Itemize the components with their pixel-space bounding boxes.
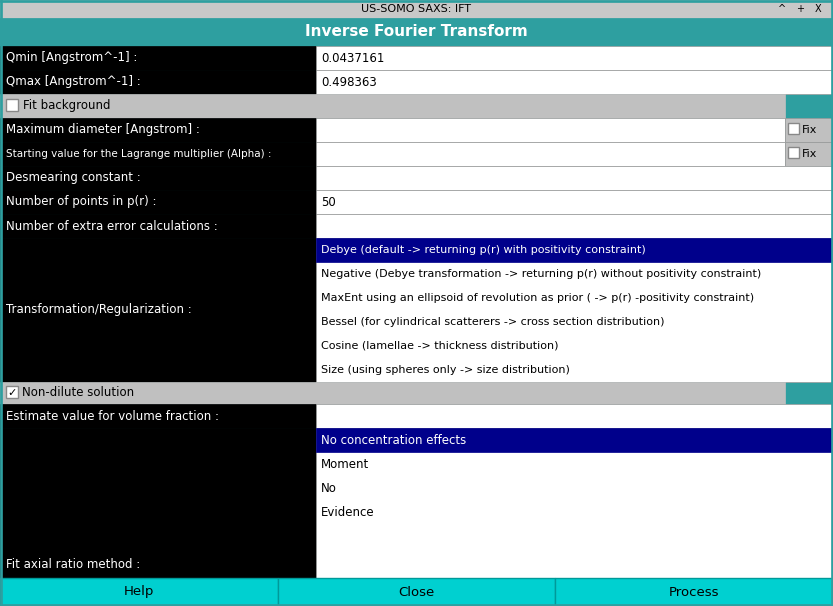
Bar [785,142,833,166]
Text: Process: Process [669,585,720,599]
Bar [831,0,833,606]
Bar [0,604,316,606]
Bar [0,142,316,166]
Text: +: + [796,4,804,14]
Bar [785,46,833,578]
Bar [0,118,316,142]
Bar [6,386,18,398]
Bar [316,604,785,606]
Text: Inverse Fourier Transform: Inverse Fourier Transform [305,24,528,39]
Text: Number of points in p(r) :: Number of points in p(r) : [6,196,157,208]
Bar [0,94,785,118]
Text: X: X [815,4,821,14]
Text: Help: Help [123,585,154,599]
Text: Cosine (lamellae -> thickness distribution): Cosine (lamellae -> thickness distributi… [321,341,558,351]
Bar [316,70,833,94]
Bar [277,578,556,606]
Bar [788,123,799,134]
Bar [0,166,316,190]
Text: No: No [321,482,337,494]
Bar [785,604,833,606]
Bar [0,238,316,382]
Text: Desmearing constant :: Desmearing constant : [6,171,141,184]
Text: MaxEnt using an ellipsoid of revolution as prior ( -> p(r) -positivity constrain: MaxEnt using an ellipsoid of revolution … [321,293,754,303]
Bar [0,46,316,70]
Bar [0,0,833,18]
Bar [556,578,833,606]
Bar [0,0,833,2]
Text: Debye (default -> returning p(r) with positivity constraint): Debye (default -> returning p(r) with po… [321,245,646,255]
Bar [316,190,833,214]
Text: Evidence: Evidence [321,505,375,519]
Bar [316,238,833,382]
Text: Number of extra error calculations :: Number of extra error calculations : [6,219,217,233]
Text: Fix: Fix [802,149,817,159]
Bar [316,142,785,166]
Bar [0,604,833,606]
Text: Negative (Debye transformation -> returning p(r) without positivity constraint): Negative (Debye transformation -> return… [321,269,761,279]
Bar [0,578,277,606]
Bar [0,18,833,46]
Bar [0,214,316,238]
Text: Qmax [Angstrom^-1] :: Qmax [Angstrom^-1] : [6,76,141,88]
Text: Fit background: Fit background [23,99,111,113]
Text: Close: Close [398,585,435,599]
Text: Moment: Moment [321,458,369,470]
Bar [316,428,833,604]
Text: ✓: ✓ [7,388,17,398]
Text: US-SOMO SAXS: IFT: US-SOMO SAXS: IFT [362,4,471,14]
Bar [0,190,316,214]
Text: 50: 50 [321,196,336,208]
Bar [785,118,833,142]
Bar [316,428,833,452]
Text: Maximum diameter [Angstrom] :: Maximum diameter [Angstrom] : [6,124,200,136]
Text: Estimate value for volume fraction :: Estimate value for volume fraction : [6,410,219,422]
Text: No concentration effects: No concentration effects [321,433,466,447]
Bar [0,404,316,428]
Text: 0.0437161: 0.0437161 [321,52,384,64]
Bar [0,0,2,606]
Text: ^: ^ [778,4,786,14]
Bar [316,214,833,238]
Bar [316,46,833,70]
Text: Transformation/Regularization :: Transformation/Regularization : [6,304,192,316]
Bar [316,166,833,190]
Text: Size (using spheres only -> size distribution): Size (using spheres only -> size distrib… [321,365,570,375]
Text: Starting value for the Lagrange multiplier (Alpha) :: Starting value for the Lagrange multipli… [6,149,272,159]
Bar [316,404,833,428]
Bar [316,118,785,142]
Text: Qmin [Angstrom^-1] :: Qmin [Angstrom^-1] : [6,52,137,64]
Bar [316,238,833,262]
Text: Bessel (for cylindrical scatterers -> cross section distribution): Bessel (for cylindrical scatterers -> cr… [321,317,665,327]
Bar [0,428,316,604]
Text: 0.498363: 0.498363 [321,76,377,88]
Bar [788,147,799,158]
Bar [0,70,316,94]
Text: Fit axial ratio method :: Fit axial ratio method : [6,558,140,570]
Text: Fix: Fix [802,125,817,135]
Text: Non-dilute solution: Non-dilute solution [22,387,134,399]
Bar [6,99,18,111]
Bar [0,382,785,404]
